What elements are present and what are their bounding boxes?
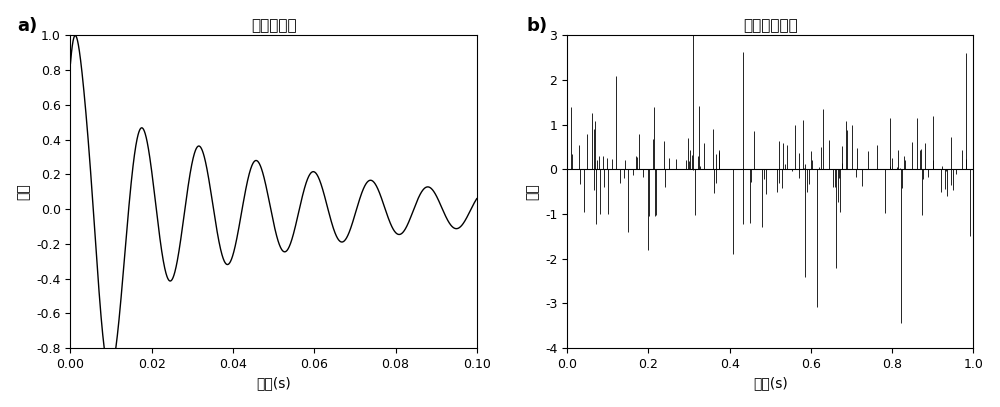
Title: 构造的子波: 构造的子波 bbox=[251, 18, 296, 33]
Text: b): b) bbox=[526, 17, 548, 35]
X-axis label: 时间(s): 时间(s) bbox=[753, 376, 788, 390]
Title: 反射系数序列: 反射系数序列 bbox=[743, 18, 798, 33]
Y-axis label: 振幅: 振幅 bbox=[525, 184, 539, 200]
Text: a): a) bbox=[18, 17, 38, 35]
Y-axis label: 振幅: 振幅 bbox=[17, 184, 31, 200]
X-axis label: 时间(s): 时间(s) bbox=[256, 376, 291, 390]
